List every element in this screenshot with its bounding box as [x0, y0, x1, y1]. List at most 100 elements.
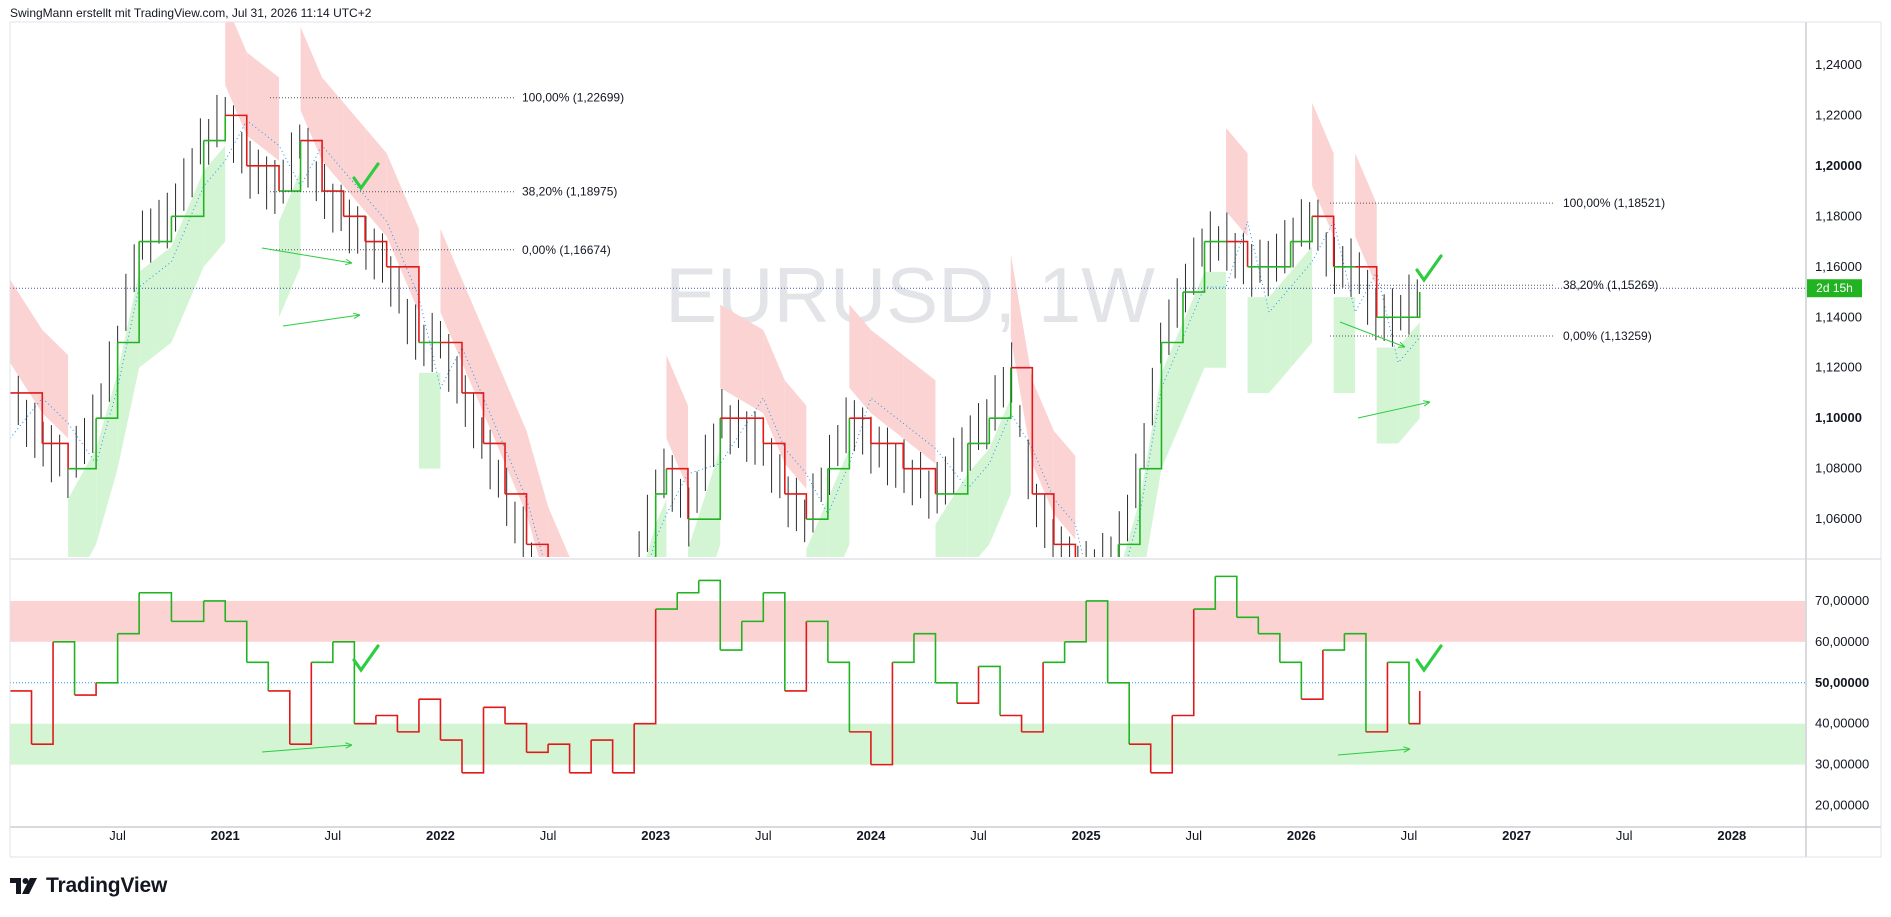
- divergence-arrow-price-head: [353, 312, 361, 320]
- check-mark: [352, 644, 380, 673]
- osc-tick-label: 30,00000: [1815, 757, 1869, 772]
- cloud-down-segment: [903, 355, 936, 464]
- cloud-up-segment: [1161, 322, 1183, 469]
- osc-step: [978, 665, 1001, 716]
- time-tick-label: Jul: [1616, 828, 1633, 843]
- cloud-down-segment: [386, 153, 419, 313]
- price-trend-step: [483, 442, 506, 494]
- cloud-down-segment: [300, 27, 323, 161]
- price-trend-step: [1032, 493, 1055, 545]
- cloud-down-segment: [763, 329, 785, 464]
- tradingview-logo[interactable]: TradingView: [10, 874, 167, 898]
- cloud-up-segment: [418, 372, 441, 469]
- oscillator-pane[interactable]: [10, 575, 1805, 774]
- osc-step: [720, 621, 743, 651]
- cloud-up-segment: [1333, 297, 1356, 393]
- osc-step: [1236, 616, 1260, 634]
- cloud-up-segment: [1204, 271, 1227, 368]
- price-trend-step: [1312, 215, 1335, 267]
- cloud-down-segment: [1053, 430, 1076, 540]
- trailing-stop-line: [10, 119, 1421, 557]
- osc-step: [1344, 632, 1367, 732]
- osc-step: [1258, 632, 1281, 663]
- osc-step: [1129, 743, 1152, 773]
- cloud-down-segment: [42, 329, 69, 439]
- osc-step: [1021, 662, 1044, 733]
- price-trend-step: [1398, 292, 1421, 319]
- cloud-up-segment: [806, 498, 828, 557]
- cloud-down-segment: [849, 304, 871, 414]
- price-tick-label: 1,22000: [1815, 107, 1862, 122]
- divergence-arrow-price-head: [1397, 341, 1406, 348]
- cloud-down-segment: [784, 380, 807, 489]
- price-trend-step: [322, 190, 345, 217]
- osc-step: [526, 744, 549, 754]
- price-tick-label: 1,12000: [1815, 360, 1862, 375]
- cloud-up-segment: [989, 398, 1011, 545]
- price-trend-step: [989, 367, 1012, 420]
- osc-step: [74, 682, 97, 696]
- divergence-arrow-price: [282, 314, 361, 327]
- cloud-down-segment: [225, 22, 247, 136]
- oversold-band: [10, 723, 1805, 765]
- price-trend-step: [171, 140, 205, 218]
- osc-step: [827, 661, 851, 732]
- cloud-up-segment: [935, 473, 968, 557]
- price-axis[interactable]: 1,24000 1,22000 1,20000 1,18000 1,16000 1,140…: [1807, 57, 1862, 526]
- oscillator-axis[interactable]: 70,00000 60,00000 50,00000 40,00000 30,00000…: [1815, 593, 1869, 813]
- osc-step: [784, 621, 808, 692]
- osc-step: [354, 715, 377, 725]
- time-tick-label: 2023: [641, 828, 670, 843]
- pane-frames: [9, 21, 1882, 858]
- osc-step: [957, 666, 980, 705]
- price-trend-step: [827, 418, 851, 470]
- cloud-down-segment: [365, 127, 387, 237]
- cloud-down-segment: [1355, 153, 1377, 287]
- price-tick-label: 1,20000: [1815, 158, 1862, 173]
- left-fib-label: 0,00% (1,16674): [522, 243, 611, 257]
- osc-step: [698, 579, 722, 651]
- chart-attribution: SwingMann erstellt mit TradingView.com, …: [10, 6, 372, 20]
- time-axis[interactable]: Jul 2021 Jul 2022 Jul 2023 Jul 2024 Jul 2025 Jul 20…: [109, 828, 1746, 843]
- osc-step: [1000, 714, 1023, 732]
- osc-step: [870, 662, 894, 766]
- cloud-down-segment: [246, 52, 280, 161]
- cloud-up-segment: [646, 524, 656, 557]
- price-trend-step: [763, 442, 786, 494]
- osc-step: [1301, 650, 1324, 700]
- price-trend-step: [967, 418, 991, 445]
- osc-step: [1172, 609, 1195, 717]
- price-trend-step: [96, 342, 119, 420]
- osc-tick-label: 50,00000: [1815, 675, 1869, 690]
- divergence-arrow-osc-head: [345, 742, 353, 749]
- osc-step: [1387, 661, 1410, 724]
- osc-step: [96, 633, 119, 684]
- cloud-down-segment: [870, 329, 904, 439]
- price-trend-step: [870, 442, 904, 469]
- price-trend-step: [300, 139, 323, 192]
- price-trend-step: [1053, 543, 1077, 557]
- cloud-up-segment: [1123, 498, 1140, 557]
- time-tick-label: 2028: [1717, 828, 1746, 843]
- price-trend-step: [505, 493, 528, 545]
- price-tick-label: 1,06000: [1815, 511, 1862, 526]
- price-tick-label: 1,18000: [1815, 208, 1862, 223]
- cloud-up-segment: [117, 271, 140, 469]
- osc-step: [440, 739, 463, 773]
- price-trend-step: [117, 241, 140, 344]
- price-trend-step: [1290, 216, 1313, 243]
- price-trend-step: [343, 215, 366, 242]
- price-trend-step: [42, 442, 69, 469]
- price-trend-step: [10, 392, 44, 444]
- cloud-up-segment: [139, 246, 172, 368]
- price-trend-step: [903, 467, 937, 494]
- time-tick-label: Jul: [1185, 828, 1202, 843]
- osc-step: [1043, 641, 1066, 664]
- cloud-up-segment: [827, 448, 850, 557]
- time-tick-label: 2025: [1072, 828, 1101, 843]
- time-tick-label: 2024: [856, 828, 886, 843]
- cloud-up-segment: [1269, 271, 1291, 393]
- osc-step: [203, 600, 227, 622]
